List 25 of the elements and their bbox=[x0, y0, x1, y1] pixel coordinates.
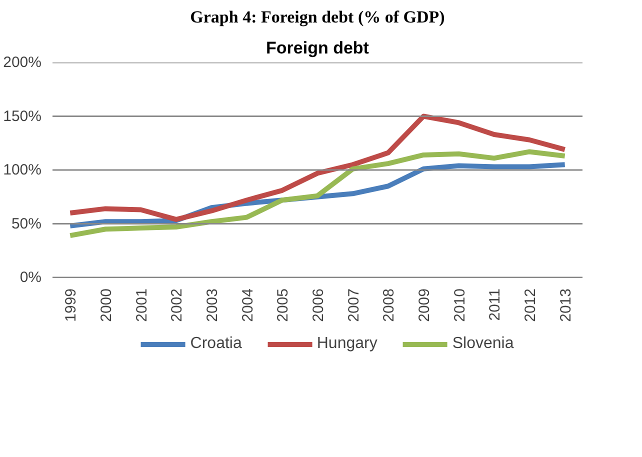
x-tick-label: 2007 bbox=[345, 288, 362, 322]
x-tick-label: 2010 bbox=[451, 288, 468, 322]
y-tick-label: 0% bbox=[20, 269, 42, 286]
legend-label: Slovenia bbox=[452, 335, 514, 353]
x-tick-label: 2000 bbox=[98, 288, 115, 322]
y-tick-label: 200% bbox=[3, 54, 42, 71]
legend-label: Hungary bbox=[316, 335, 378, 353]
chart-title: Foreign debt bbox=[266, 38, 370, 58]
y-tick-label: 150% bbox=[3, 108, 42, 125]
caption: Graph 4: Foreign debt (% of GDP) bbox=[190, 8, 445, 26]
legend-label: Croatia bbox=[190, 335, 242, 353]
x-tick-label: 2008 bbox=[380, 288, 398, 322]
x-tick-label: 2006 bbox=[310, 288, 327, 322]
x-tick-label: 2002 bbox=[168, 288, 186, 322]
x-tick-label: 1999 bbox=[62, 288, 80, 322]
y-tick-label: 50% bbox=[11, 215, 42, 232]
x-tick-label: 2003 bbox=[204, 288, 221, 322]
x-tick-label: 2005 bbox=[274, 288, 292, 322]
x-tick-label: 2009 bbox=[416, 288, 433, 322]
x-tick-label: 2004 bbox=[239, 288, 256, 322]
x-tick-label: 2013 bbox=[557, 288, 574, 322]
y-tick-label: 100% bbox=[3, 162, 42, 178]
x-tick-label: 2011 bbox=[486, 288, 504, 321]
x-tick-label: 2012 bbox=[522, 288, 539, 322]
x-tick-label: 2001 bbox=[133, 288, 150, 322]
